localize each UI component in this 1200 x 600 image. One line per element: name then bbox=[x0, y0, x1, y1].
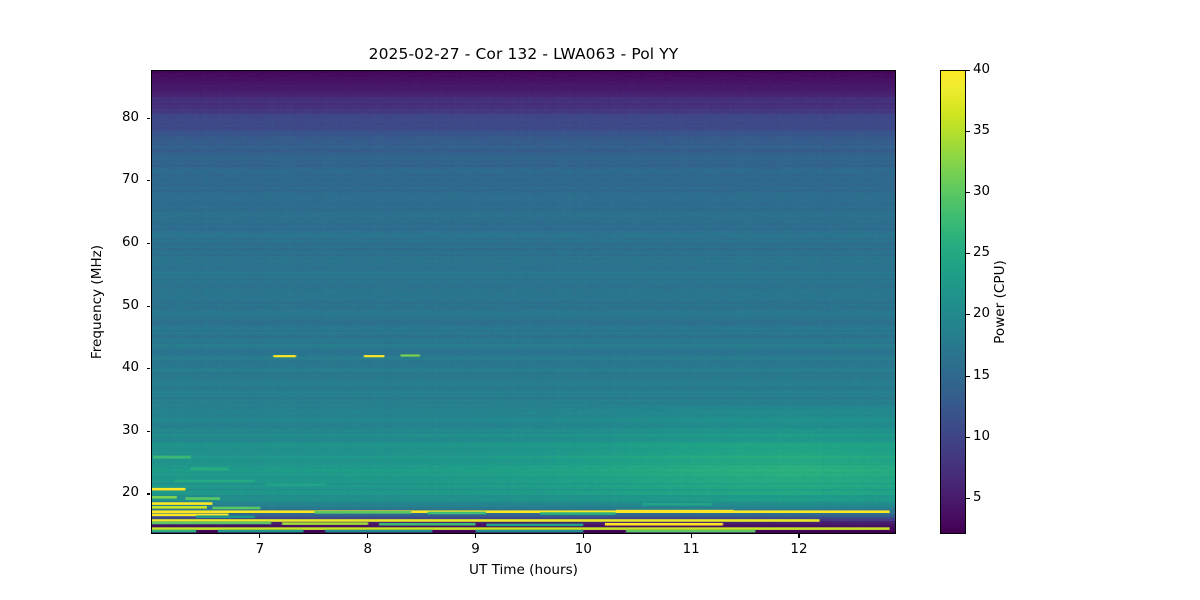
y-tick-label: 50 bbox=[121, 297, 139, 313]
x-tick-label: 8 bbox=[363, 542, 372, 557]
heatmap-image bbox=[152, 71, 895, 533]
y-tick-mark bbox=[146, 117, 151, 119]
y-tick-mark bbox=[146, 430, 151, 432]
x-tick-label: 10 bbox=[574, 542, 592, 557]
heatmap-composite bbox=[152, 71, 895, 533]
y-tick-mark bbox=[146, 493, 151, 495]
x-tick-label: 12 bbox=[790, 542, 808, 557]
dynamic-spectrum-axes[interactable] bbox=[151, 70, 896, 534]
colorbar[interactable] bbox=[940, 70, 966, 534]
y-tick-label: 60 bbox=[121, 234, 139, 250]
x-axis-label: UT Time (hours) bbox=[469, 562, 578, 578]
colorbar-label: Power (CPU) bbox=[992, 260, 1008, 344]
colorbar-tick-mark bbox=[966, 497, 970, 500]
y-tick-label: 20 bbox=[121, 485, 139, 501]
colorbar-tick-label: 35 bbox=[973, 122, 991, 138]
y-tick-label: 30 bbox=[121, 422, 139, 438]
y-tick-mark bbox=[146, 242, 151, 245]
colorbar-tick-label: 40 bbox=[973, 61, 991, 77]
colorbar-tick-mark bbox=[966, 69, 970, 71]
colorbar-tick-label: 20 bbox=[973, 306, 991, 322]
y-tick-label: 80 bbox=[121, 109, 139, 125]
colorbar-tick-mark bbox=[966, 191, 970, 194]
x-tick-mark bbox=[582, 534, 584, 538]
x-tick-label: 11 bbox=[682, 542, 700, 557]
plot-title: 2025-02-27 - Cor 132 - LWA063 - Pol YY bbox=[368, 45, 679, 63]
colorbar-tick-mark bbox=[966, 253, 970, 255]
colorbar-gradient bbox=[941, 71, 965, 533]
x-tick-mark bbox=[367, 534, 369, 538]
colorbar-tick-mark bbox=[966, 130, 970, 132]
x-tick-mark bbox=[259, 534, 261, 538]
colorbar-tick-mark bbox=[966, 375, 970, 377]
y-tick-label: 70 bbox=[121, 172, 139, 188]
y-tick-mark bbox=[146, 305, 151, 307]
y-axis-label: Frequency (MHz) bbox=[89, 244, 105, 360]
y-tick-mark bbox=[146, 368, 151, 370]
colorbar-tick-mark bbox=[966, 436, 970, 438]
colorbar-tick-label: 10 bbox=[973, 428, 991, 444]
colorbar-tick-label: 15 bbox=[973, 367, 991, 383]
x-tick-label: 9 bbox=[471, 542, 480, 557]
y-tick-mark bbox=[146, 180, 151, 182]
colorbar-tick-label: 25 bbox=[973, 245, 991, 261]
x-tick-mark bbox=[475, 534, 477, 538]
x-tick-label: 7 bbox=[255, 542, 265, 557]
x-tick-mark bbox=[690, 534, 692, 538]
x-tick-mark bbox=[798, 534, 800, 538]
y-tick-label: 40 bbox=[121, 360, 139, 376]
colorbar-pixels bbox=[941, 71, 965, 533]
colorbar-tick-mark bbox=[966, 314, 970, 316]
colorbar-tick-label: 30 bbox=[973, 183, 991, 199]
colorbar-tick-label: 5 bbox=[973, 489, 982, 505]
